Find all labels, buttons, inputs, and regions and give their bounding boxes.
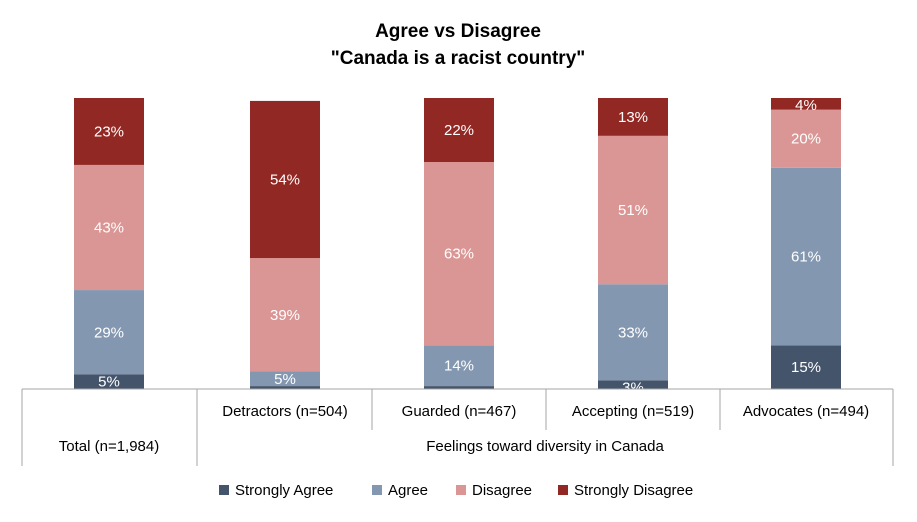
- bar-segment-strongly-agree: [598, 380, 668, 389]
- bar-segment-agree: [250, 371, 320, 387]
- data-label: 29%: [94, 324, 124, 341]
- bar-segment-disagree: [424, 162, 494, 346]
- category-label: Advocates (n=494): [743, 403, 869, 420]
- group-label: Feelings toward diversity in Canada: [426, 438, 664, 455]
- category-label: Detractors (n=504): [222, 403, 347, 420]
- legend-swatch: [456, 485, 466, 495]
- bar-segment-disagree: [74, 164, 144, 291]
- category-label: Accepting (n=519): [572, 403, 694, 420]
- category-axis: Total (n=1,984) Detractors (n=504) Guarded…: [21, 388, 894, 466]
- data-label: 5%: [274, 371, 296, 388]
- data-label: 39%: [270, 307, 300, 324]
- category-label: Guarded (n=467): [402, 403, 517, 420]
- data-label: 15%: [791, 359, 821, 376]
- data-label: 13%: [618, 109, 648, 126]
- bar-segment-strongly-disagree: [771, 98, 841, 110]
- data-label: 61%: [791, 249, 821, 266]
- bars: 5% 29% 43% 23% 5% 39% 54% 14% 63% 22% 3% 33% 51% 13% 1…: [74, 97, 841, 396]
- bar-segment-strongly-agree: [771, 345, 841, 389]
- data-label: 51%: [618, 202, 648, 219]
- data-label: 14%: [444, 358, 474, 375]
- chart-title: Agree vs Disagree: [375, 21, 541, 42]
- bar-segment-strongly-disagree: [424, 98, 494, 163]
- legend-label: Strongly Disagree: [574, 482, 693, 499]
- legend-label: Agree: [388, 482, 428, 499]
- bar-segment-disagree: [250, 258, 320, 372]
- legend-swatch: [372, 485, 382, 495]
- bar-segment-strongly-disagree: [250, 100, 320, 259]
- bar-segment-strongly-disagree: [74, 98, 144, 165]
- bar-segment-disagree: [771, 109, 841, 168]
- bar-segment-agree: [598, 284, 668, 381]
- bar-segment-agree: [424, 345, 494, 387]
- data-label: 3%: [622, 379, 644, 396]
- legend-label: Strongly Agree: [235, 482, 333, 499]
- data-label: 22%: [444, 122, 474, 139]
- bar-segment-strongly-agree: [250, 386, 320, 389]
- bar-segment-agree: [74, 290, 144, 375]
- data-label: 5%: [98, 374, 120, 391]
- data-label: 20%: [791, 131, 821, 148]
- bar-segment-strongly-agree: [74, 374, 144, 389]
- legend: Strongly Agree Agree Disagree Strongly Disa…: [219, 482, 693, 499]
- legend-label: Disagree: [472, 482, 532, 499]
- legend-swatch: [558, 485, 568, 495]
- bar-segment-strongly-agree: [424, 386, 494, 389]
- category-label: Total (n=1,984): [59, 438, 159, 455]
- data-label: 43%: [94, 219, 124, 236]
- data-label: 33%: [618, 324, 648, 341]
- data-label: 23%: [94, 123, 124, 140]
- data-label: 63%: [444, 246, 474, 263]
- bar-segment-agree: [771, 167, 841, 346]
- chart-subtitle: "Canada is a racist country": [331, 48, 586, 69]
- bar-segment-disagree: [598, 135, 668, 285]
- bar-segment-strongly-disagree: [598, 98, 668, 136]
- data-label: 4%: [795, 97, 817, 114]
- legend-swatch: [219, 485, 229, 495]
- data-label: 54%: [270, 171, 300, 188]
